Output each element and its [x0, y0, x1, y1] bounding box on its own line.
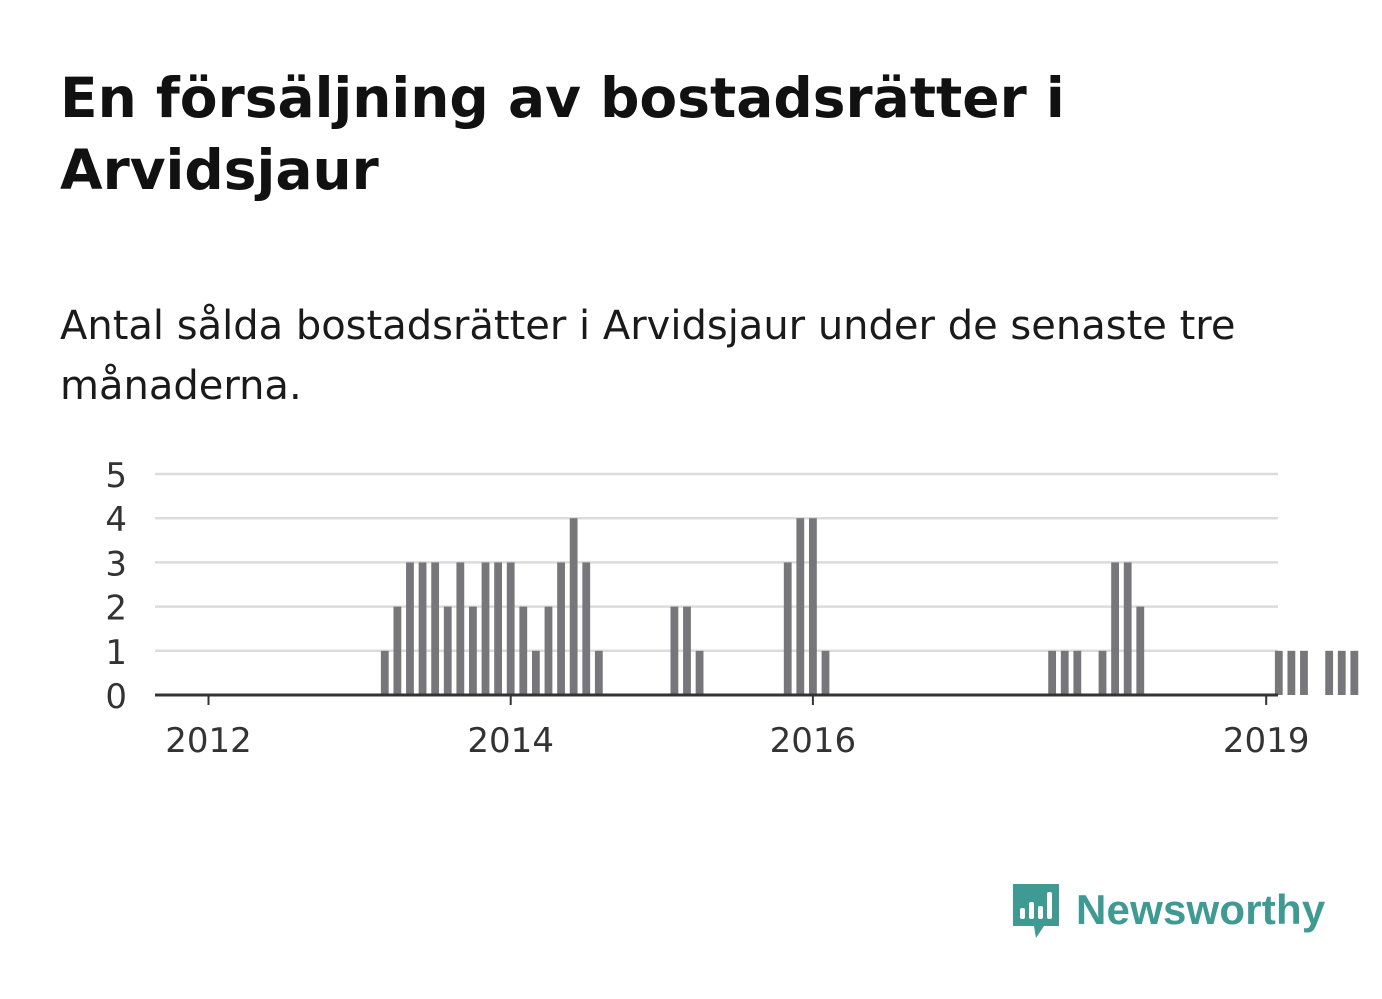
newsworthy-chart-bubble-icon — [1013, 884, 1059, 938]
bar — [695, 650, 704, 695]
bar — [519, 606, 528, 695]
logo-text: Newsworthy — [1076, 886, 1326, 933]
bar — [380, 650, 389, 695]
bar — [406, 562, 414, 695]
bar — [670, 606, 679, 695]
bar — [808, 518, 817, 695]
bar — [821, 650, 830, 695]
bar — [418, 562, 427, 695]
y-tick-label: 5 — [105, 456, 127, 496]
bar — [1136, 606, 1145, 695]
gridlines — [155, 472, 1278, 653]
bar — [783, 562, 792, 695]
bar — [557, 562, 565, 695]
bar — [494, 562, 503, 695]
bar — [443, 606, 452, 695]
y-axis-tick-labels: 012 345 — [105, 456, 127, 717]
bar — [1048, 650, 1057, 695]
x-tick-label: 2019 — [1223, 721, 1310, 761]
y-tick-label: 3 — [105, 544, 127, 584]
x-axis-ticks: 2012201420162019202120232025 — [165, 695, 1310, 761]
bar — [796, 518, 805, 695]
bar — [1274, 650, 1283, 695]
newsworthy-logo: Newsworthy — [1010, 878, 1325, 942]
x-tick-label: 2014 — [467, 721, 554, 761]
bar — [1350, 650, 1359, 695]
bar — [569, 518, 578, 695]
bar — [1111, 562, 1120, 695]
bar — [1300, 650, 1308, 695]
bar — [683, 606, 691, 695]
bar — [393, 606, 402, 695]
y-tick-label: 0 — [105, 677, 127, 717]
bar — [431, 562, 440, 695]
x-tick-label: 2016 — [770, 721, 857, 761]
bar — [582, 562, 591, 695]
y-tick-label: 1 — [105, 633, 127, 673]
bar — [1073, 650, 1082, 695]
bar — [456, 562, 465, 695]
bar — [594, 650, 603, 695]
bar — [481, 562, 490, 695]
bar — [1098, 650, 1107, 695]
bar — [1060, 650, 1069, 695]
bars — [380, 518, 1359, 695]
bar — [506, 562, 515, 695]
bar — [544, 606, 553, 695]
bar — [1287, 650, 1296, 695]
chart-subtitle: Antal sålda bostadsrätter i Arvidsjaur u… — [60, 303, 1236, 409]
bar — [531, 650, 540, 695]
chart-title: En försäljning av bostadsrätter i Arvids… — [60, 66, 1065, 202]
bar — [1123, 562, 1132, 695]
bar — [469, 606, 477, 695]
bar — [1337, 650, 1346, 695]
bar — [1325, 650, 1334, 695]
x-tick-label: 2012 — [165, 721, 252, 761]
y-tick-label: 4 — [105, 500, 127, 540]
y-tick-label: 2 — [105, 589, 127, 629]
